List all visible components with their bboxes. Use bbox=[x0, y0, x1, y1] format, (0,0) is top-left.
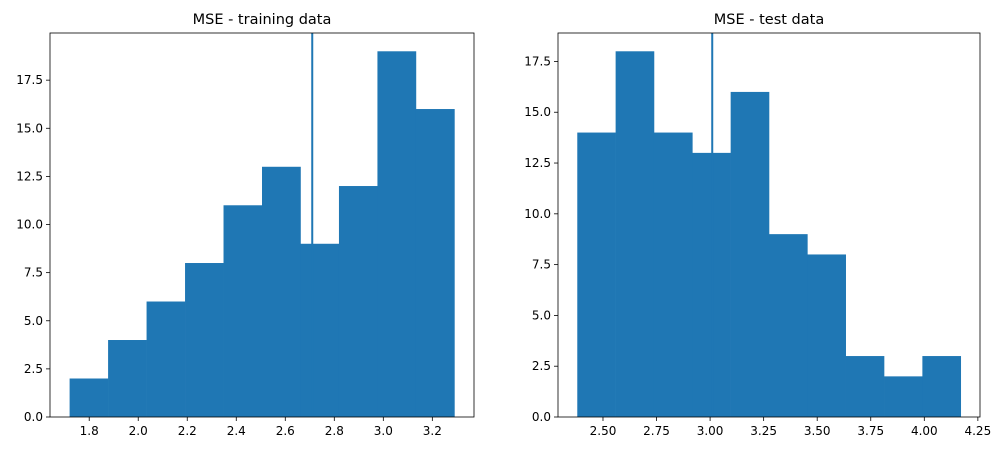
y-tick-label-test-6: 15.0 bbox=[524, 105, 551, 119]
hist-bar-test-5 bbox=[769, 234, 808, 417]
hist-bar-test-4 bbox=[730, 91, 770, 418]
x-tick-label-test-2: 3.00 bbox=[697, 424, 724, 438]
hist-bar-training-9 bbox=[415, 109, 455, 417]
x-tick-label-training-0: 1.8 bbox=[80, 424, 99, 438]
hist-bar-test-9 bbox=[922, 356, 962, 417]
axes-frame-test bbox=[557, 32, 981, 418]
y-tick-label-test-4: 10.0 bbox=[524, 207, 551, 221]
hist-bar-test-6 bbox=[807, 254, 846, 417]
hist-bar-test-7 bbox=[845, 356, 885, 417]
y-tick-label-training-3: 7.5 bbox=[24, 266, 43, 280]
hist-bar-test-2 bbox=[653, 132, 693, 418]
hist-bar-test-0 bbox=[577, 132, 616, 418]
x-tick-label-test-5: 3.75 bbox=[857, 424, 884, 438]
y-tick-label-training-5: 12.5 bbox=[16, 169, 43, 183]
x-tick-label-training-5: 2.8 bbox=[325, 424, 344, 438]
x-tick-label-test-6: 4.00 bbox=[911, 424, 938, 438]
hist-bar-training-1 bbox=[108, 340, 147, 417]
hist-bar-test-1 bbox=[615, 51, 655, 418]
x-tick-label-test-4: 3.50 bbox=[804, 424, 831, 438]
y-tick-label-test-2: 5.0 bbox=[532, 308, 551, 322]
x-tick-label-training-3: 2.4 bbox=[227, 424, 246, 438]
x-tick-label-training-7: 3.2 bbox=[423, 424, 442, 438]
axes-frame-training bbox=[49, 32, 475, 418]
y-tick-label-training-6: 15.0 bbox=[16, 121, 43, 135]
hist-bar-training-5 bbox=[262, 166, 301, 417]
hist-bar-training-6 bbox=[300, 243, 340, 417]
hist-bar-training-4 bbox=[223, 205, 263, 417]
y-tick-label-test-0: 0.0 bbox=[532, 410, 551, 424]
hist-bar-training-8 bbox=[377, 51, 417, 418]
hist-bar-training-2 bbox=[146, 301, 186, 417]
y-tick-label-training-1: 2.5 bbox=[24, 362, 43, 376]
hist-bar-training-0 bbox=[69, 378, 109, 417]
y-tick-label-test-3: 7.5 bbox=[532, 258, 551, 272]
y-tick-label-training-4: 10.0 bbox=[16, 218, 43, 232]
chart-test: MSE - test data 2.50 2.75 3.00 3.25 3.50 3.75… bbox=[524, 12, 991, 438]
x-tick-label-training-2: 2.2 bbox=[178, 424, 197, 438]
x-tick-label-training-6: 3.0 bbox=[374, 424, 393, 438]
hist-bar-test-8 bbox=[884, 376, 923, 417]
y-tick-label-training-2: 5.0 bbox=[24, 314, 43, 328]
x-tick-label-test-1: 2.75 bbox=[643, 424, 670, 438]
x-tick-label-test-0: 2.50 bbox=[590, 424, 617, 438]
hist-bar-training-7 bbox=[338, 186, 378, 417]
chart-training: MSE - training data 1.8 2.0 2.2 2.4 2.6 2.8 3.… bbox=[16, 12, 475, 438]
x-tick-label-test-7: 4.25 bbox=[964, 424, 991, 438]
y-tick-label-test-5: 12.5 bbox=[524, 156, 551, 170]
x-tick-label-training-4: 2.6 bbox=[276, 424, 295, 438]
chart-title-training: MSE - training data bbox=[193, 12, 332, 28]
chart-title-test: MSE - test data bbox=[714, 12, 824, 28]
x-tick-label-test-3: 3.25 bbox=[750, 424, 777, 438]
x-tick-label-training-1: 2.0 bbox=[129, 424, 148, 438]
y-tick-label-training-7: 17.5 bbox=[16, 73, 43, 87]
y-tick-label-test-1: 2.5 bbox=[532, 359, 551, 373]
y-tick-label-test-7: 17.5 bbox=[524, 54, 551, 68]
hist-bar-training-3 bbox=[185, 263, 224, 417]
y-tick-label-training-0: 0.0 bbox=[24, 410, 43, 424]
